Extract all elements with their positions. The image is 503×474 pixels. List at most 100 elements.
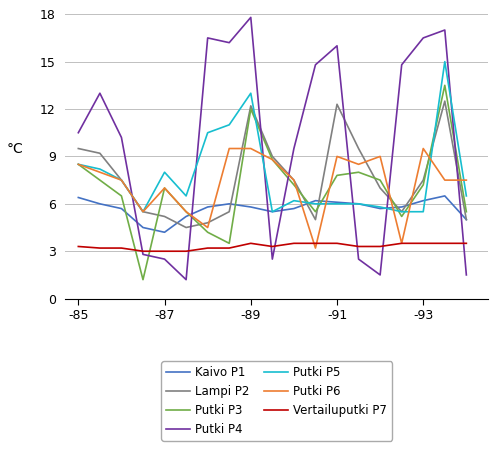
- Putki P5: [205, 130, 211, 136]
- Vertailuputki P7: [140, 248, 146, 254]
- Putki P3: [291, 182, 297, 188]
- Vertailuputki P7: [226, 245, 232, 251]
- Putki P5: [140, 209, 146, 215]
- Kaivo P1: [118, 206, 124, 211]
- Putki P5: [291, 198, 297, 203]
- Vertailuputki P7: [442, 240, 448, 246]
- Vertailuputki P7: [377, 244, 383, 249]
- Kaivo P1: [399, 204, 405, 210]
- Lampi P2: [463, 217, 469, 222]
- Putki P4: [269, 256, 275, 262]
- Lampi P2: [248, 103, 254, 109]
- Vertailuputki P7: [183, 248, 189, 254]
- Line: Putki P6: Putki P6: [78, 148, 466, 248]
- Putki P4: [161, 256, 167, 262]
- Putki P4: [205, 35, 211, 41]
- Putki P6: [356, 162, 362, 167]
- Putki P4: [118, 135, 124, 140]
- Kaivo P1: [442, 193, 448, 199]
- Lampi P2: [356, 146, 362, 151]
- Lampi P2: [377, 185, 383, 191]
- Putki P3: [118, 193, 124, 199]
- Putki P3: [356, 169, 362, 175]
- Putki P5: [269, 209, 275, 215]
- Lampi P2: [334, 101, 340, 107]
- Putki P3: [399, 214, 405, 219]
- Putki P4: [248, 15, 254, 20]
- Vertailuputki P7: [334, 240, 340, 246]
- Kaivo P1: [356, 201, 362, 207]
- Putki P4: [312, 62, 318, 68]
- Lampi P2: [140, 209, 146, 215]
- Putki P6: [226, 146, 232, 151]
- Lampi P2: [226, 209, 232, 215]
- Putki P3: [269, 157, 275, 163]
- Vertailuputki P7: [463, 240, 469, 246]
- Lampi P2: [312, 217, 318, 222]
- Putki P5: [463, 193, 469, 199]
- Lampi P2: [291, 177, 297, 183]
- Kaivo P1: [334, 200, 340, 205]
- Putki P3: [248, 106, 254, 112]
- Putki P4: [140, 252, 146, 257]
- Putki P5: [399, 209, 405, 215]
- Vertailuputki P7: [75, 244, 81, 249]
- Line: Putki P3: Putki P3: [78, 85, 466, 280]
- Putki P3: [226, 240, 232, 246]
- Putki P6: [97, 169, 103, 175]
- Putki P6: [420, 146, 426, 151]
- Putki P6: [334, 154, 340, 159]
- Line: Lampi P2: Lampi P2: [78, 101, 466, 228]
- Putki P6: [183, 209, 189, 215]
- Vertailuputki P7: [97, 245, 103, 251]
- Putki P3: [205, 229, 211, 235]
- Kaivo P1: [291, 206, 297, 211]
- Kaivo P1: [226, 201, 232, 207]
- Lampi P2: [269, 154, 275, 159]
- Putki P5: [183, 193, 189, 199]
- Putki P5: [226, 122, 232, 128]
- Putki P3: [377, 177, 383, 183]
- Legend: Kaivo P1, Lampi P2, Putki P3, Putki P4, Putki P5, Putki P6, Vertailuputki P7: Kaivo P1, Lampi P2, Putki P3, Putki P4, …: [161, 361, 392, 440]
- Putki P3: [75, 162, 81, 167]
- Vertailuputki P7: [205, 245, 211, 251]
- Putki P4: [399, 62, 405, 68]
- Kaivo P1: [183, 214, 189, 219]
- Vertailuputki P7: [291, 240, 297, 246]
- Putki P5: [442, 59, 448, 64]
- Putki P5: [118, 177, 124, 183]
- Putki P5: [75, 162, 81, 167]
- Lampi P2: [205, 220, 211, 226]
- Putki P4: [377, 272, 383, 278]
- Putki P4: [97, 91, 103, 96]
- Putki P4: [420, 35, 426, 41]
- Vertailuputki P7: [161, 248, 167, 254]
- Kaivo P1: [140, 225, 146, 230]
- Putki P6: [75, 162, 81, 167]
- Lampi P2: [420, 177, 426, 183]
- Putki P6: [291, 177, 297, 183]
- Putki P5: [356, 201, 362, 207]
- Putki P3: [161, 185, 167, 191]
- Putki P3: [463, 209, 469, 215]
- Vertailuputki P7: [118, 245, 124, 251]
- Putki P6: [463, 177, 469, 183]
- Lampi P2: [97, 150, 103, 156]
- Putki P4: [226, 40, 232, 46]
- Lampi P2: [118, 177, 124, 183]
- Putki P5: [161, 169, 167, 175]
- Vertailuputki P7: [356, 244, 362, 249]
- Putki P5: [312, 201, 318, 207]
- Lampi P2: [399, 209, 405, 215]
- Line: Putki P4: Putki P4: [78, 18, 466, 280]
- Lampi P2: [161, 214, 167, 219]
- Putki P3: [420, 182, 426, 188]
- Lampi P2: [183, 225, 189, 230]
- Line: Kaivo P1: Kaivo P1: [78, 196, 466, 232]
- Putki P4: [334, 43, 340, 49]
- Vertailuputki P7: [312, 240, 318, 246]
- Vertailuputki P7: [420, 240, 426, 246]
- Kaivo P1: [463, 217, 469, 222]
- Putki P6: [399, 240, 405, 246]
- Putki P6: [118, 177, 124, 183]
